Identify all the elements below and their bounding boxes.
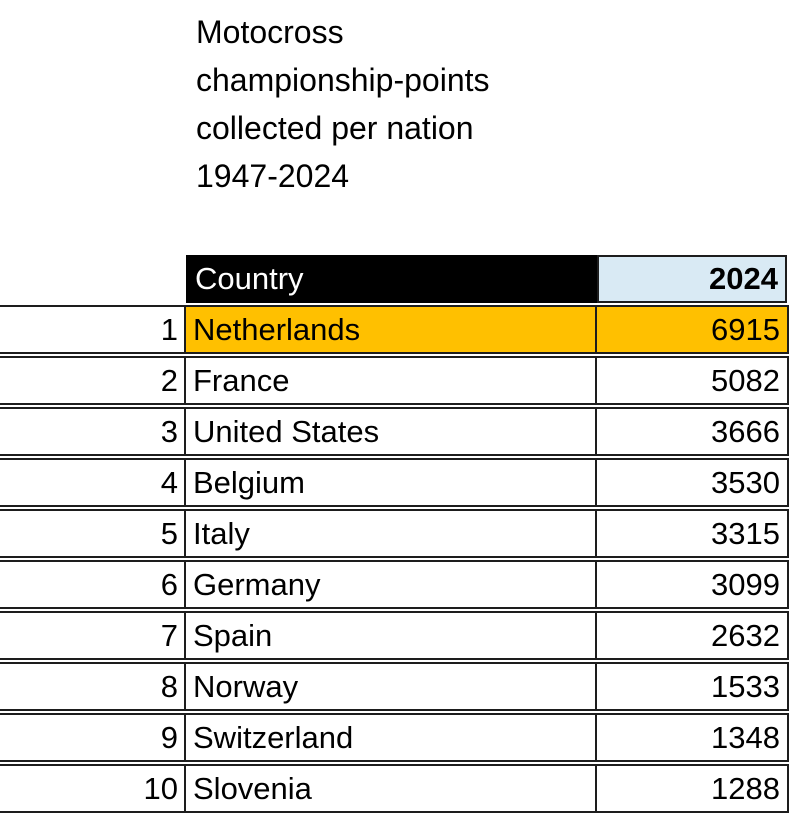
chart-title-line: Motocross: [196, 14, 344, 50]
country-cell: Netherlands: [186, 307, 595, 352]
rank-cell: 4: [0, 460, 186, 505]
points-cell: 1533: [595, 664, 787, 709]
country-cell: Norway: [193, 668, 299, 704]
table-row: 4 Belgium 3530: [0, 458, 789, 507]
table-row: 3 United States 3666: [0, 407, 789, 456]
country-cell: Germany: [193, 566, 321, 602]
table-row: 5 Italy 3315: [0, 509, 789, 558]
points-cell: 3099: [595, 562, 787, 607]
country-cell: Spain: [193, 617, 273, 653]
points-cell: 5082: [595, 358, 787, 403]
rank-cell: 2: [0, 358, 186, 403]
points-cell: 3666: [595, 409, 787, 454]
table-row: 8 Norway 1533: [0, 662, 789, 711]
rank-cell: 7: [0, 613, 186, 658]
chart-title: Motocross championship-points collected …: [196, 8, 490, 200]
rank-cell: 6: [0, 562, 186, 607]
chart-title-line: 1947-2024: [196, 158, 350, 194]
points-cell: 3315: [595, 511, 787, 556]
rank-cell: 1: [0, 307, 186, 352]
points-cell: 3530: [595, 460, 787, 505]
table-header-row: Country 2024: [186, 255, 787, 303]
column-header-country: Country: [186, 255, 597, 303]
column-header-year: 2024: [597, 255, 787, 303]
country-cell: Belgium: [193, 464, 305, 500]
chart-title-line: collected per nation: [196, 110, 474, 146]
points-cell: 2632: [595, 613, 787, 658]
rank-cell: 10: [0, 766, 186, 811]
table-row: 6 Germany 3099: [0, 560, 789, 609]
points-cell: 1348: [595, 715, 787, 760]
rank-cell: 8: [0, 664, 186, 709]
points-cell: 6915: [595, 307, 787, 352]
country-cell: France: [193, 362, 290, 398]
points-cell: 1288: [595, 766, 787, 811]
rank-cell: 3: [0, 409, 186, 454]
table-row: 10 Slovenia 1288: [0, 764, 789, 813]
table-row: 1 Netherlands 6915: [0, 305, 789, 354]
table-row: 2 France 5082: [0, 356, 789, 405]
rank-cell: 9: [0, 715, 186, 760]
country-cell: United States: [193, 413, 380, 449]
table-body: 1 Netherlands 6915 2 France 5082 3 Unite…: [0, 305, 789, 815]
chart-title-line: championship-points: [196, 62, 490, 98]
country-cell: Switzerland: [193, 719, 354, 755]
table-row: 7 Spain 2632: [0, 611, 789, 660]
rank-cell: 5: [0, 511, 186, 556]
country-cell: Italy: [193, 515, 250, 551]
country-cell: Slovenia: [193, 770, 312, 806]
table-row: 9 Switzerland 1348: [0, 713, 789, 762]
